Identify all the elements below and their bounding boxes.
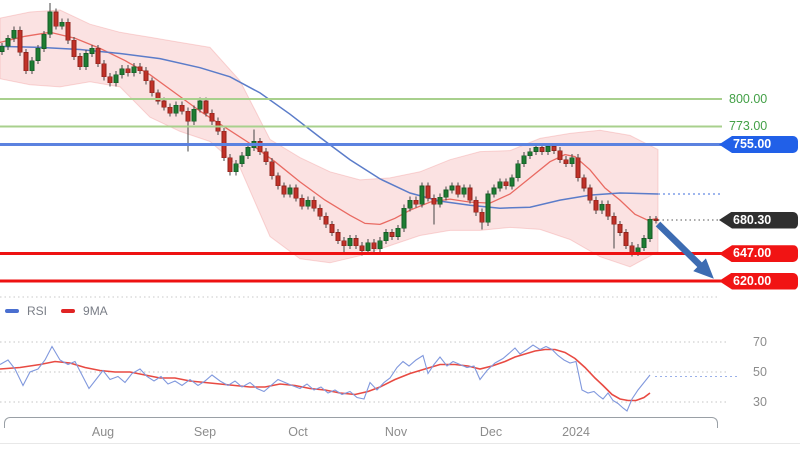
navigator-bar[interactable] xyxy=(4,417,718,428)
projection-arrow-icon xyxy=(655,221,714,279)
rsi-line-swatch-icon[interactable] xyxy=(5,309,19,313)
x-axis: Aug Sep Oct Nov Dec 2024 xyxy=(0,425,800,441)
bollinger-band xyxy=(0,9,659,268)
bottom-divider xyxy=(0,443,800,444)
x-axis-label-2024: 2024 xyxy=(562,425,590,439)
rsi-ma-line xyxy=(0,348,651,402)
rsi-legend-label[interactable]: RSI xyxy=(27,304,48,318)
x-axis-label-sep: Sep xyxy=(193,425,217,439)
rsi-ma-swatch-icon[interactable] xyxy=(61,309,76,313)
rsi-legend: RSI 9MA xyxy=(5,303,114,319)
rsi-line xyxy=(0,344,651,412)
x-axis-label-aug: Aug xyxy=(91,425,115,439)
x-axis-label-nov: Nov xyxy=(384,425,408,439)
ma-blue-line xyxy=(0,45,659,209)
x-axis-label-oct: Oct xyxy=(288,425,308,439)
x-axis-label-dec: Dec xyxy=(479,425,503,439)
ma-red-line xyxy=(0,31,659,226)
rsi-ma-legend-label[interactable]: 9MA xyxy=(83,304,108,318)
